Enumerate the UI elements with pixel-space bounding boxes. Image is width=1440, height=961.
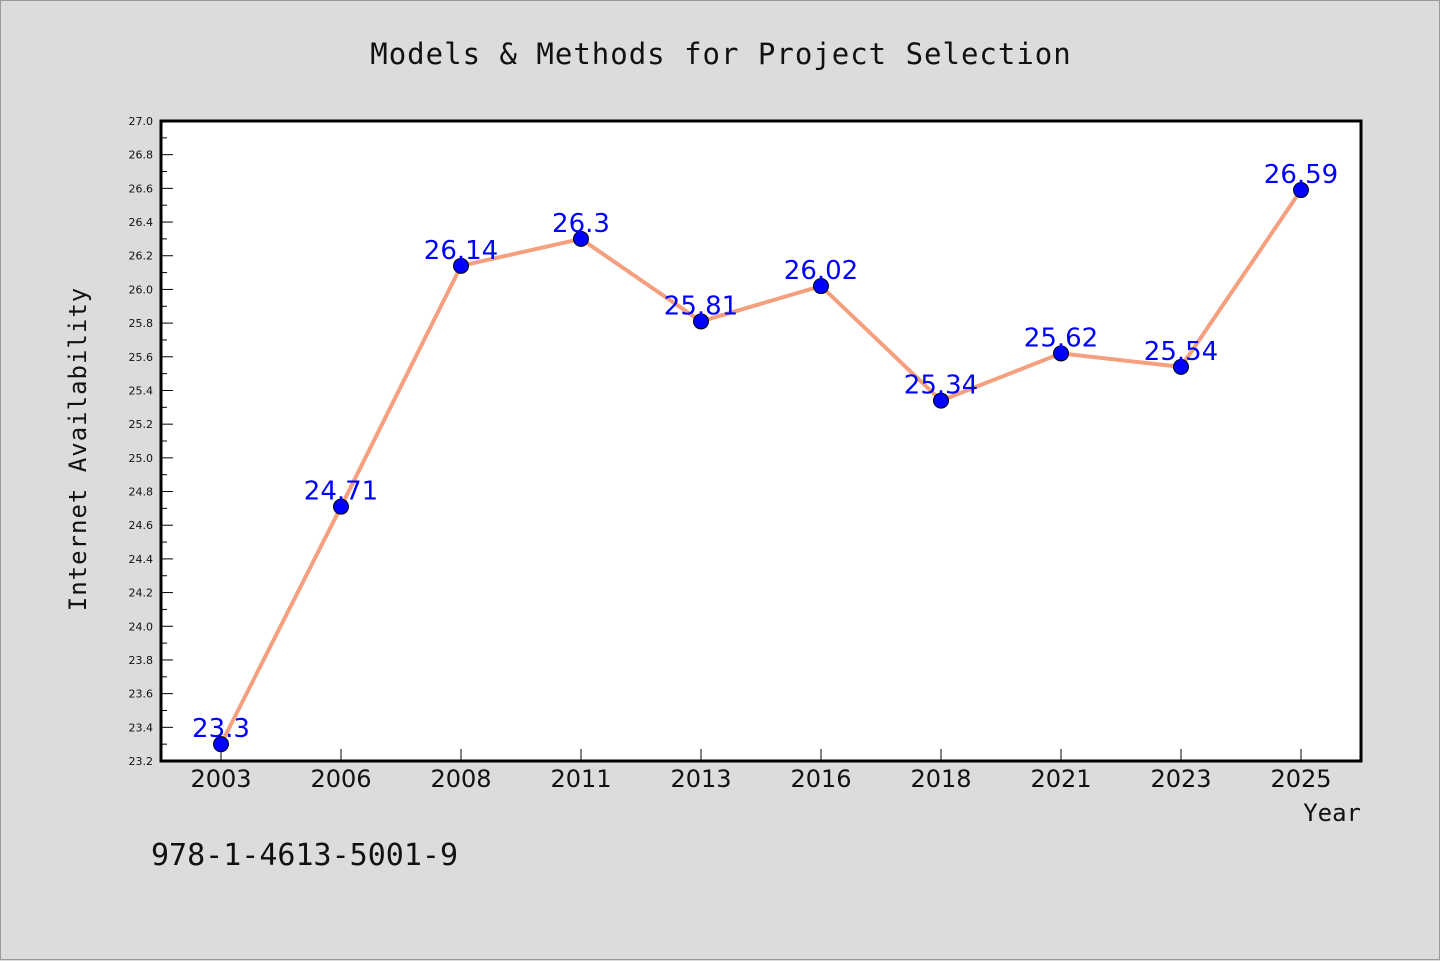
data-point [693,313,709,330]
x-axis-ticks: 2003 2006 2008 2011 2013 2016 2018 2021 2023 2025 [190,749,1332,793]
isbn-footer: 978-1-4613-5001-9 [151,838,458,873]
data-label: 25.34 [904,371,978,401]
chart-title: Models & Methods for Project Selection [370,37,1071,71]
data-point [1053,345,1069,362]
x-tick-label: 2023 [1150,765,1211,793]
x-tick-label: 2008 [430,765,491,793]
x-tick-label: 2025 [1270,765,1331,793]
data-label: 24.71 [304,477,378,507]
y-tick-label: 26.6 [129,182,154,195]
data-point [1293,182,1309,199]
data-label: 26.59 [1264,160,1338,190]
y-tick-label: 26.4 [129,216,154,229]
y-tick-label: 24.2 [129,587,154,600]
y-tick-label: 26.8 [129,149,154,162]
plot-border [159,119,1363,763]
data-point [333,498,349,515]
x-tick-label: 2003 [190,765,251,793]
y-tick-label: 25.6 [129,351,154,364]
y-tick-label: 24.6 [129,519,154,532]
x-tick-label: 2006 [310,765,371,793]
data-labels: 23.3 24.71 26.14 26.3 25.81 26.02 25.34 25.62 25… [192,160,1338,744]
x-tick-label: 2013 [670,765,731,793]
x-tick-label: 2018 [910,765,971,793]
y-tick-label: 25.4 [129,384,154,397]
data-label: 26.3 [552,209,610,239]
x-tick-label: 2021 [1030,765,1091,793]
data-point [933,392,949,409]
y-tick-label: 25.8 [129,317,154,330]
data-label: 23.3 [192,714,250,744]
y-tick-label: 23.2 [129,755,154,768]
y-tick-label: 24.4 [129,553,154,566]
data-point [453,257,469,274]
data-label: 25.81 [664,291,738,321]
x-tick-label: 2016 [790,765,851,793]
x-tick-label: 2011 [550,765,611,793]
y-tick-label: 24.8 [129,486,154,499]
y-axis-ticks: 23.2 23.4 23.6 23.8 24.0 24.2 24.4 24.6 24.8 25.0… [129,115,173,768]
data-point [213,736,229,753]
y-tick-label: 25.0 [129,452,154,465]
data-label: 26.14 [424,236,498,266]
y-tick-label: 25.2 [129,418,154,431]
y-tick-label: 23.4 [129,721,154,734]
y-tick-label: 26.2 [129,250,154,263]
data-label: 25.62 [1024,323,1098,353]
data-label: 26.02 [784,256,858,286]
data-markers [213,182,1309,753]
y-tick-label: 24.0 [129,620,154,633]
series-line [219,188,1303,747]
data-point [573,230,589,247]
y-tick-label: 26.0 [129,283,154,296]
y-tick-label: 27.0 [129,115,154,128]
data-point [813,278,829,295]
plot-area [161,121,1361,761]
data-point [1173,358,1189,375]
y-tick-label: 23.8 [129,654,154,667]
y-axis-label: Internet Availability [64,287,92,611]
data-label: 25.54 [1144,337,1218,367]
x-axis-label: Year [1303,799,1361,827]
y-tick-label: 23.6 [129,688,154,701]
